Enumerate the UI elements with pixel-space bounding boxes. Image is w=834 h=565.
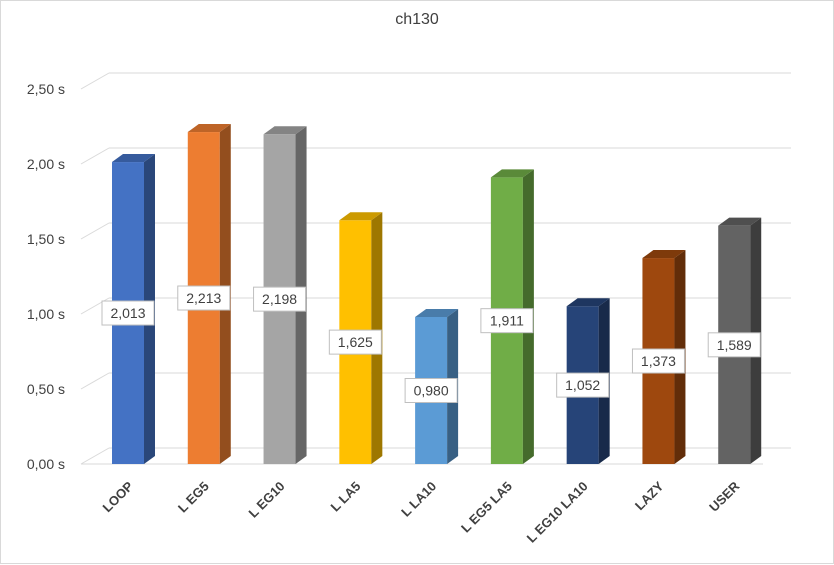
gridline-diagonal	[80, 72, 110, 90]
bar-top	[112, 154, 155, 163]
bar-top	[566, 298, 610, 307]
data-label-text: 2,198	[262, 291, 297, 307]
data-label-text: 2,013	[110, 305, 145, 321]
data-label-box	[631, 348, 685, 374]
gridline-diagonal	[80, 372, 110, 390]
y-tick-label: 1,50 s	[27, 231, 65, 247]
x-category-label: L EG5	[175, 479, 212, 516]
chart-title: ch130	[395, 11, 439, 28]
x-category-label: L LA5	[327, 479, 363, 515]
bar-top	[490, 169, 534, 178]
data-label: 2,198	[253, 286, 307, 312]
gridline-diagonal	[80, 222, 110, 240]
y-tick-label: 0,50 s	[27, 381, 65, 397]
data-label: 2,013	[101, 300, 155, 326]
data-label-box	[253, 286, 307, 312]
data-label: 2,213	[177, 285, 231, 311]
y-axis-ticks: 0,00 s 0,50 s 1,00 s 1,50 s 2,00 s 2,50 s	[27, 81, 65, 472]
data-label: 1,589	[707, 332, 761, 358]
bar-top	[718, 217, 762, 226]
x-category-label: LAZY	[632, 478, 667, 513]
data-label-box	[101, 300, 155, 326]
y-tick-label: 2,50 s	[27, 81, 65, 97]
data-label: 1,052	[556, 372, 610, 398]
data-label-box	[404, 378, 458, 403]
x-category-label: L LA10	[398, 479, 439, 520]
x-category-label: L EG10 LA10	[524, 479, 591, 546]
data-label-text: 1,373	[641, 353, 676, 369]
x-axis-categories: LOOP L EG5 L EG10 L LA5 L LA10 L EG5 LA5 L EG1…	[99, 478, 742, 546]
bar-top	[415, 309, 459, 317]
gridline-diagonal	[80, 147, 110, 165]
x-category-label: L EG5 LA5	[458, 479, 515, 536]
bar-top	[642, 250, 686, 259]
data-label: 1,625	[328, 329, 382, 355]
data-label-box	[177, 285, 231, 311]
data-label: 1,373	[631, 348, 685, 374]
y-tick-label: 2,00 s	[27, 156, 65, 172]
data-label: 1,911	[480, 308, 534, 334]
x-category-label: USER	[706, 478, 743, 515]
y-tick-label: 0,00 s	[27, 456, 65, 472]
bar-top	[339, 212, 383, 221]
data-label-text: 1,589	[717, 337, 752, 353]
data-label-text: 1,052	[565, 377, 600, 393]
data-label-box	[556, 372, 610, 398]
data-label-box	[328, 329, 382, 355]
data-label-text: 2,213	[186, 290, 221, 306]
data-labels: 2,013 2,213 2,198 1,625 0,980 1,911 1,052 1,373…	[101, 285, 761, 403]
data-label-text: 1,911	[490, 313, 524, 329]
x-category-label: L EG10	[246, 479, 288, 521]
bar-top	[187, 124, 231, 133]
data-label-box	[707, 332, 761, 358]
data-label: 0,980	[404, 378, 458, 403]
gridline-diagonal	[80, 447, 110, 465]
bar-top	[263, 126, 307, 135]
data-label-box	[480, 308, 534, 334]
data-label-text: 0,980	[414, 383, 449, 399]
x-category-label: LOOP	[99, 478, 136, 515]
y-tick-label: 1,00 s	[27, 306, 65, 322]
data-label-text: 1,625	[338, 334, 373, 350]
